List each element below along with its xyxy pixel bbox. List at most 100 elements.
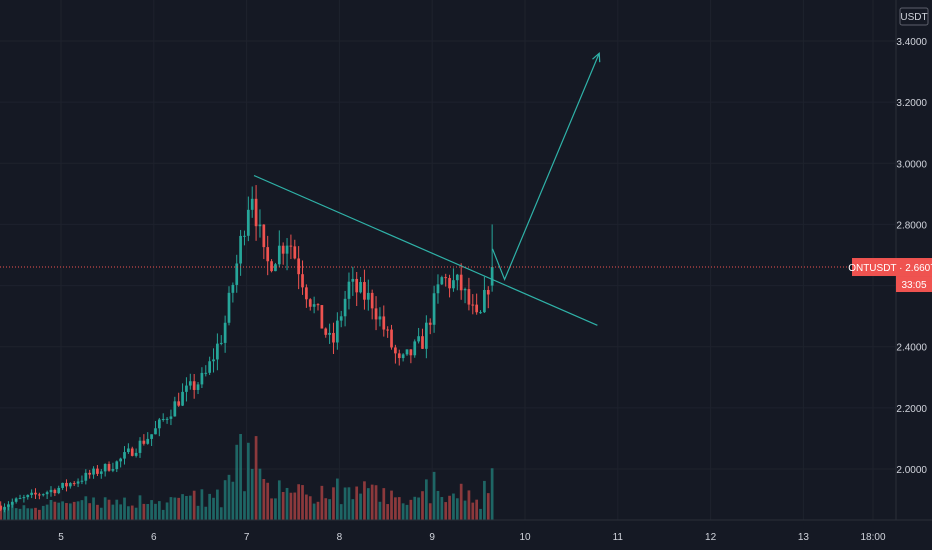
volume-bar — [38, 509, 41, 520]
volume-bar — [30, 508, 33, 520]
x-tick-label: 10 — [519, 532, 531, 543]
volume-bar — [127, 506, 130, 520]
candle-body — [254, 198, 258, 227]
volume-bar — [320, 485, 324, 520]
volume-bar — [432, 471, 436, 520]
candle-body — [212, 359, 215, 362]
candle-body — [107, 463, 111, 471]
volume-bar — [84, 496, 88, 520]
volume-bar — [119, 504, 122, 520]
candle-body — [301, 274, 304, 288]
x-tick-label: 6 — [151, 532, 157, 543]
candle-body — [374, 308, 378, 320]
volume-bar — [374, 485, 378, 520]
candle-body — [324, 328, 328, 335]
volume-bar — [80, 500, 84, 520]
candle-body — [185, 385, 188, 392]
volume-bar — [7, 504, 10, 520]
candle-body — [111, 469, 115, 471]
volume-bar — [305, 494, 308, 520]
volume-bar — [150, 500, 153, 520]
volume-bar — [142, 503, 146, 520]
candle-body — [258, 224, 262, 227]
candle-body — [297, 258, 301, 275]
volume-bar — [146, 504, 150, 520]
candle-body — [486, 289, 490, 295]
volume-bar — [409, 499, 413, 520]
volume-bar — [424, 479, 428, 520]
candle-body — [53, 489, 57, 494]
volume-bar — [274, 498, 277, 520]
candle-body — [18, 498, 22, 500]
candle-body — [363, 282, 366, 300]
volume-bar — [227, 474, 231, 520]
volume-bar — [347, 487, 351, 520]
candle-body — [293, 246, 297, 259]
candle-body — [390, 329, 393, 348]
volume-bar — [459, 483, 463, 520]
candle-body — [80, 480, 84, 482]
candle-body — [239, 235, 242, 264]
volume-bar — [351, 499, 355, 520]
candle-body — [270, 261, 273, 272]
x-tick-label: 9 — [429, 532, 435, 543]
volume-bar — [231, 481, 235, 520]
volume-bar — [277, 480, 281, 520]
volume-bar — [216, 489, 219, 520]
volume-bar — [157, 501, 161, 520]
candle-body — [68, 483, 72, 487]
y-tick-label: 2.4000 — [896, 343, 927, 354]
volume-bar — [123, 497, 126, 520]
candle-body — [65, 482, 68, 487]
volume-bar — [103, 497, 107, 520]
volume-bar — [270, 498, 273, 520]
volume-bar — [471, 502, 475, 520]
volume-bar — [18, 508, 22, 520]
candle-body — [227, 292, 231, 323]
candle-body — [41, 494, 45, 496]
volume-bar — [254, 436, 258, 520]
candle-body — [370, 292, 374, 309]
candle-body — [169, 416, 173, 419]
candle-body — [351, 278, 355, 282]
volume-bar — [200, 489, 204, 520]
x-tick-label: 5 — [58, 532, 64, 543]
candle-body — [161, 418, 165, 420]
candle-body — [281, 245, 285, 254]
volume-bar — [436, 490, 440, 520]
volume-bar — [312, 503, 316, 520]
volume-bar — [196, 505, 200, 520]
currency-label: USDT — [900, 12, 927, 23]
volume-bar — [154, 503, 157, 520]
candle-body — [243, 235, 246, 237]
volume-bar — [161, 509, 165, 520]
volume-bar — [448, 495, 451, 520]
candle-body — [246, 209, 250, 236]
candle-body — [463, 289, 467, 291]
candle-body — [177, 401, 181, 406]
candle-body — [123, 452, 126, 459]
volume-bar — [394, 497, 397, 520]
candle-body — [250, 198, 254, 210]
candle-body — [192, 381, 196, 390]
x-tick-label: 8 — [337, 532, 343, 543]
volume-bar — [130, 505, 134, 520]
volume-bar — [297, 484, 301, 520]
y-tick-label: 2.8000 — [896, 220, 927, 231]
volume-bar — [57, 502, 61, 520]
volume-bar — [212, 497, 215, 520]
volume-bar — [92, 497, 95, 520]
candle-body — [3, 506, 6, 510]
candle-body — [204, 372, 208, 374]
volume-bar — [363, 481, 366, 520]
volume-bar — [444, 502, 448, 520]
volume-bar — [34, 507, 37, 520]
volume-bar — [185, 495, 188, 520]
candle-body — [359, 282, 362, 293]
last-price-tag — [852, 258, 932, 277]
volume-bar — [390, 490, 393, 520]
candle-body — [401, 354, 405, 359]
volume-bar — [208, 493, 212, 520]
